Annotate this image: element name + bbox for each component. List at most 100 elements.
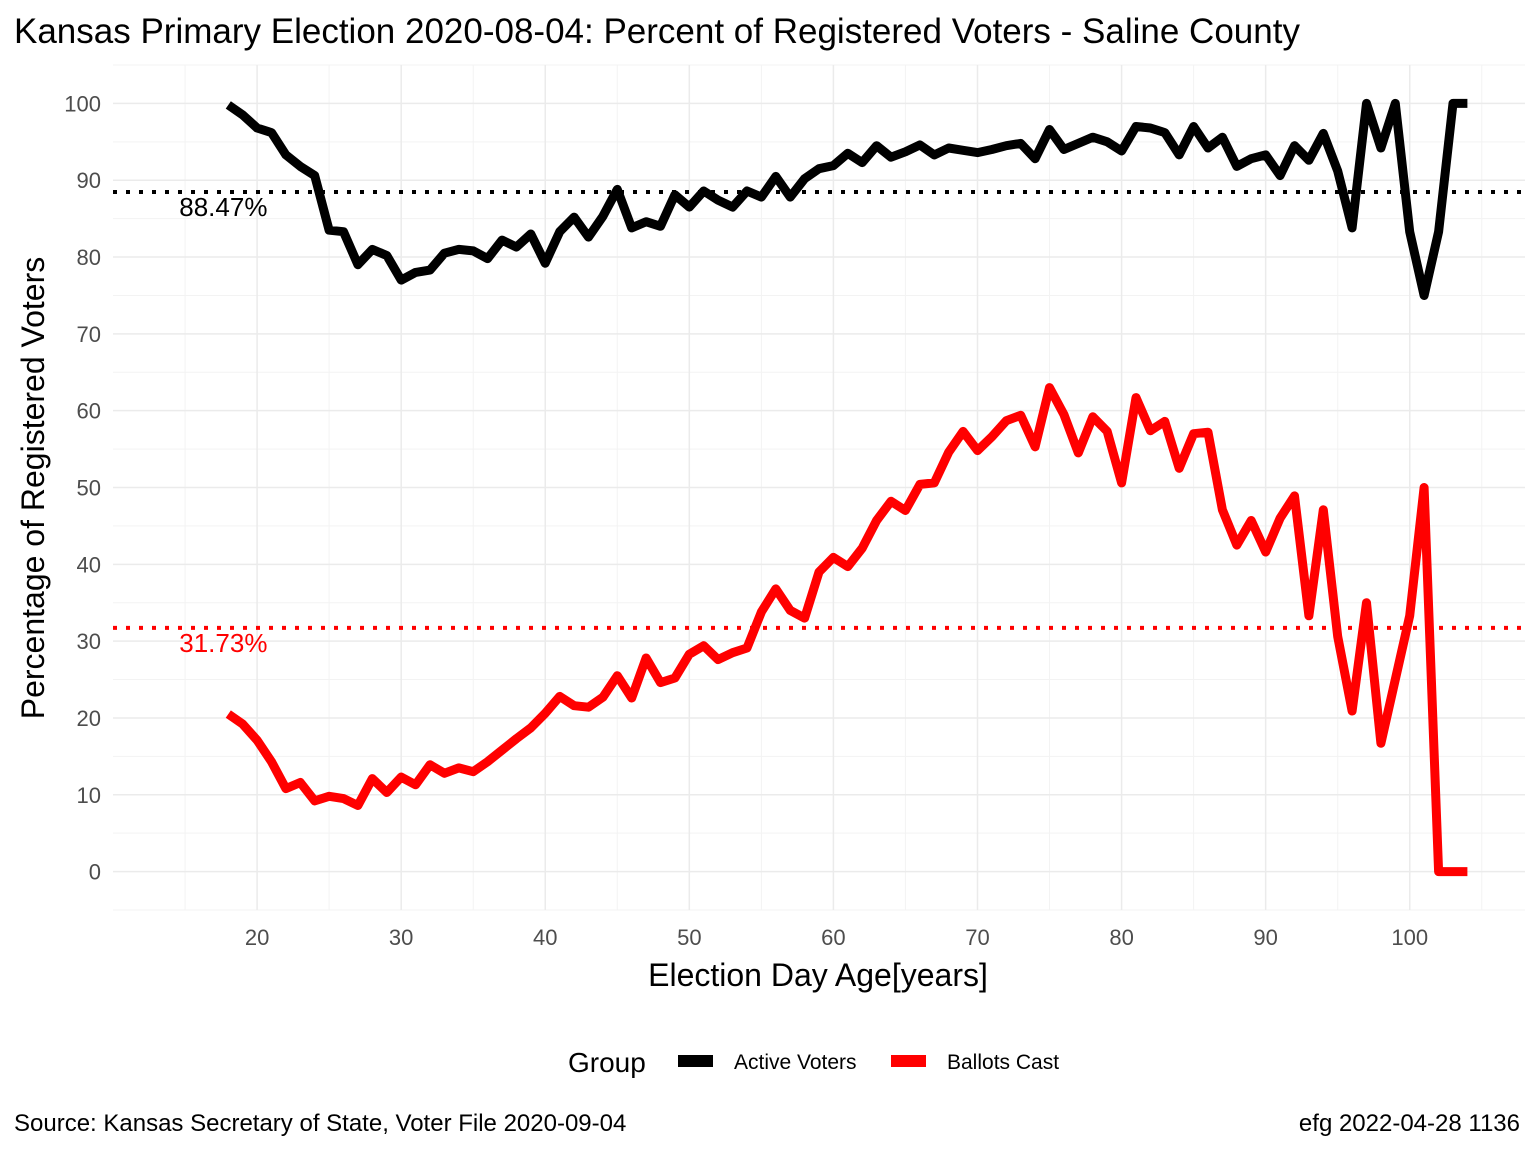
data-point: [1265, 154, 1266, 155]
data-point: [1092, 416, 1093, 417]
data-point: [718, 659, 719, 660]
data-point: [1208, 147, 1209, 148]
data-point: [545, 713, 546, 714]
y-tick-label: 30: [77, 629, 101, 654]
data-point: [905, 510, 906, 511]
data-point: [1150, 430, 1151, 431]
data-point: [1337, 636, 1338, 637]
data-point: [934, 482, 935, 483]
y-tick-label: 60: [77, 399, 101, 424]
x-tick-label: 40: [533, 925, 557, 950]
data-point: [761, 611, 762, 612]
data-point: [1193, 126, 1194, 127]
data-point: [502, 240, 503, 241]
x-tick-label: 100: [1391, 925, 1428, 950]
data-point: [415, 784, 416, 785]
data-point: [1006, 420, 1007, 421]
data-point: [487, 761, 488, 762]
data-point: [847, 153, 848, 154]
data-point: [228, 714, 229, 715]
data-point: [746, 648, 747, 649]
data-point: [1308, 160, 1309, 161]
data-point: [444, 773, 445, 774]
data-point: [574, 217, 575, 218]
data-point: [1107, 141, 1108, 142]
data-point: [1366, 103, 1367, 104]
data-point: [602, 697, 603, 698]
data-point: [1280, 175, 1281, 176]
data-point: [1323, 133, 1324, 134]
legend-key-active-voters: [678, 1055, 713, 1067]
legend-key-ballots-cast: [891, 1055, 926, 1067]
data-point: [963, 431, 964, 432]
data-point: [300, 782, 301, 783]
data-point: [775, 588, 776, 589]
data-point: [502, 750, 503, 751]
x-tick-label: 90: [1253, 925, 1277, 950]
data-point: [271, 132, 272, 133]
data-point: [458, 249, 459, 250]
data-point: [588, 707, 589, 708]
x-tick-label: 50: [677, 925, 701, 950]
data-point: [1337, 171, 1338, 172]
data-point: [473, 771, 474, 772]
data-point: [703, 190, 704, 191]
data-point: [329, 796, 330, 797]
data-point: [1063, 414, 1064, 415]
data-point: [1121, 482, 1122, 483]
data-point: [1395, 679, 1396, 680]
data-point: [674, 678, 675, 679]
data-point: [919, 144, 920, 145]
reference-label: 88.47%: [179, 192, 267, 222]
data-point: [343, 798, 344, 799]
chart-title: Kansas Primary Election 2020-08-04: Perc…: [14, 12, 1300, 51]
data-point: [314, 175, 315, 176]
data-point: [1452, 871, 1453, 872]
data-point: [1308, 615, 1309, 616]
y-tick-label: 40: [77, 552, 101, 577]
legend-title: Group: [568, 1047, 646, 1078]
data-point: [401, 280, 402, 281]
data-point: [977, 152, 978, 153]
data-point: [790, 610, 791, 611]
data-point: [703, 645, 704, 646]
data-point: [689, 654, 690, 655]
data-point: [746, 190, 747, 191]
data-point: [804, 178, 805, 179]
data-point: [343, 231, 344, 232]
data-point: [833, 557, 834, 558]
data-point: [891, 501, 892, 502]
series-lines: [225, 98, 1468, 877]
data-point: [761, 197, 762, 198]
legend-label-active-voters: Active Voters: [734, 1051, 857, 1074]
data-point: [660, 226, 661, 227]
data-point: [963, 150, 964, 151]
data-point: [1438, 871, 1439, 872]
y-tick-label: 0: [89, 860, 101, 885]
data-point: [689, 207, 690, 208]
data-point: [1020, 415, 1021, 416]
data-point: [530, 727, 531, 728]
data-point: [1467, 871, 1468, 872]
data-point: [1107, 431, 1108, 432]
y-tick-label: 50: [77, 476, 101, 501]
data-point: [948, 452, 949, 453]
data-point: [977, 450, 978, 451]
data-point: [1323, 509, 1324, 510]
data-point: [1236, 545, 1237, 546]
data-point: [386, 792, 387, 793]
data-point: [285, 788, 286, 789]
data-point: [1222, 509, 1223, 510]
data-point: [1078, 143, 1079, 144]
data-point: [257, 740, 258, 741]
data-point: [1380, 743, 1381, 744]
data-point: [1078, 452, 1079, 453]
data-point: [1179, 154, 1180, 155]
data-point: [314, 800, 315, 801]
data-point: [1092, 137, 1093, 138]
data-point: [1251, 158, 1252, 159]
data-point: [1251, 520, 1252, 521]
data-point: [847, 566, 848, 567]
data-point: [242, 724, 243, 725]
